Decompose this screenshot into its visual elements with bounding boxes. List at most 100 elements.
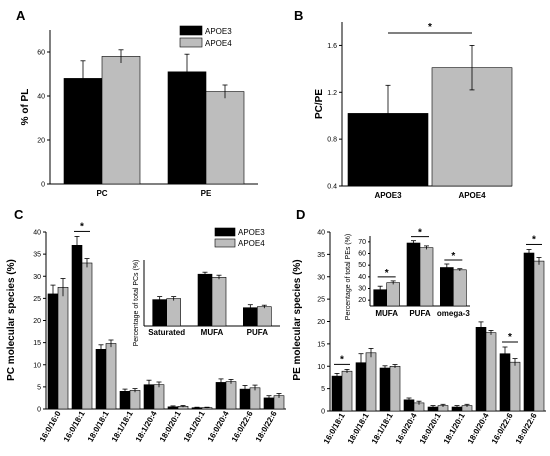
d-bar <box>379 367 391 412</box>
a-x-tick-label: PE <box>201 189 212 198</box>
a-y-tick-label: 40 <box>37 94 45 101</box>
d-x-tick-label: 16:0/18:1 <box>322 411 347 446</box>
d-bar <box>485 332 497 412</box>
c-bar <box>81 262 93 410</box>
c-x-tick-label: 18:0/18:1 <box>86 409 111 444</box>
c-inset-x-tick-label: PUFA <box>247 328 269 337</box>
c-bar <box>249 387 261 410</box>
d-significance-star: * <box>340 354 344 365</box>
d-inset-x-tick-label: omega-3 <box>437 309 470 318</box>
a-y-tick-label: 60 <box>37 50 45 57</box>
c-legend-swatch <box>214 227 236 237</box>
d-inset-bar <box>439 267 454 307</box>
c-x-tick-label: 16:0/16:0 <box>38 409 63 444</box>
d-inset-significance-star: * <box>385 268 389 279</box>
d-inset-y-tick-label: 20 <box>358 297 366 304</box>
c-y-tick-label: 35 <box>33 252 41 259</box>
d-bar <box>389 365 401 412</box>
c-x-tick-label: 18:1/20:4 <box>134 409 159 444</box>
c-y-tick-label: 5 <box>37 384 41 391</box>
c-inset-bar <box>166 298 181 327</box>
c-bar <box>225 381 237 410</box>
a-legend-swatch <box>179 37 203 48</box>
d-x-tick-label: 18:1/18:1 <box>370 411 395 446</box>
panel-letter-d: D <box>296 207 305 222</box>
panel-letter-c: C <box>14 207 24 222</box>
c-legend-swatch <box>214 238 236 248</box>
c-bar <box>71 245 83 410</box>
panel-a-chart: 0 20 40 60 PC PE % of PL APOE3 APOE4 <box>20 25 258 198</box>
b-y-tick-label: 1.2 <box>327 90 337 97</box>
a-x-tick-label: PC <box>96 189 107 198</box>
a-y-axis-label: % of PL <box>20 89 31 126</box>
c-bar <box>119 390 131 410</box>
c-inset-bar <box>197 273 213 327</box>
b-y-tick-label: 0.8 <box>327 137 337 144</box>
panel-c-chart: 0 5 10 15 20 25 30 35 40 16:0/16:0 16:0/18:1 18:0/1… <box>6 221 286 444</box>
d-bar <box>331 375 343 412</box>
d-inset-significance-star: * <box>418 228 422 239</box>
a-y-tick-label: 20 <box>37 138 45 145</box>
c-x-tick-label: 18:0/22:6 <box>254 409 279 444</box>
d-x-tick-label: 18:0/18:1 <box>346 411 371 446</box>
c-x-tick-label: 16:0/18:1 <box>62 409 87 444</box>
c-x-tick-label: 18:1/18:1 <box>110 409 135 444</box>
c-y-tick-label: 0 <box>37 407 41 414</box>
c-y-axis-label: PC molecular species (%) <box>6 259 17 381</box>
d-bar <box>475 326 487 412</box>
d-inset-y-tick-label: 60 <box>358 251 366 258</box>
c-bar <box>57 286 69 410</box>
b-y-tick-label: 0.4 <box>327 184 337 191</box>
c-inset-x-tick-label: Saturated <box>148 328 185 337</box>
c-inset-bar <box>152 299 167 327</box>
d-y-tick-label: 35 <box>317 252 325 259</box>
d-inset-y-tick-label: 70 <box>358 239 366 246</box>
c-y-tick-label: 40 <box>33 230 41 237</box>
d-inset-bar <box>452 269 467 307</box>
d-bar <box>499 353 511 412</box>
b-x-tick-label: APOE3 <box>374 191 402 200</box>
d-x-tick-label: 16:0/22:6 <box>490 411 515 446</box>
c-x-tick-label: 16:0/22:6 <box>230 409 255 444</box>
panel-letter-b: B <box>294 8 303 23</box>
a-y-tick-label: 0 <box>41 182 45 189</box>
c-x-tick-label: 18:1/20:1 <box>182 409 207 444</box>
c-y-tick-label: 20 <box>33 318 41 325</box>
d-inset-y-tick-label: 50 <box>358 262 366 269</box>
d-y-tick-label: 20 <box>317 319 325 326</box>
d-y-tick-label: 0 <box>321 409 325 416</box>
d-bar <box>365 352 377 412</box>
d-x-tick-label: 18:0/20:1 <box>418 411 443 446</box>
d-inset-y-tick-label: 40 <box>358 274 366 281</box>
c-y-tick-label: 10 <box>33 362 41 369</box>
d-bar <box>533 260 545 412</box>
c-legend-label: APOE3 <box>238 228 265 237</box>
c-bar <box>105 343 117 410</box>
d-x-tick-label: 16:0/20:4 <box>394 411 419 446</box>
b-x-tick-label: APOE4 <box>458 191 486 200</box>
d-bar <box>509 361 521 412</box>
d-significance-star: * <box>508 332 512 343</box>
c-x-tick-label: 16:0/20:4 <box>206 409 231 444</box>
d-y-axis-label: PE molecular species (%) <box>292 259 303 380</box>
d-inset-bar <box>386 282 401 307</box>
d-x-tick-label: 18:0/22:6 <box>514 411 539 446</box>
d-inset-x-tick-label: PUFA <box>409 309 431 318</box>
c-y-tick-label: 30 <box>33 274 41 281</box>
c-bar <box>129 390 141 410</box>
c-legend-label: APOE4 <box>238 239 265 248</box>
a-legend-swatch <box>179 25 203 36</box>
c-bar <box>95 348 107 410</box>
d-x-tick-label: 18:1/20:1 <box>442 411 467 446</box>
d-x-tick-label: 18:0/20:4 <box>466 411 491 446</box>
d-bar <box>523 252 535 412</box>
b-y-tick-label: 1.6 <box>327 43 337 50</box>
d-y-tick-label: 5 <box>321 386 325 393</box>
c-inset-bar <box>256 306 272 327</box>
d-y-tick-label: 10 <box>317 364 325 371</box>
d-significance-star: * <box>532 234 536 245</box>
d-bar <box>341 370 353 412</box>
c-bar <box>153 384 165 410</box>
c-significance-star: * <box>80 221 84 232</box>
d-inset-x-tick-label: MUFA <box>375 309 398 318</box>
